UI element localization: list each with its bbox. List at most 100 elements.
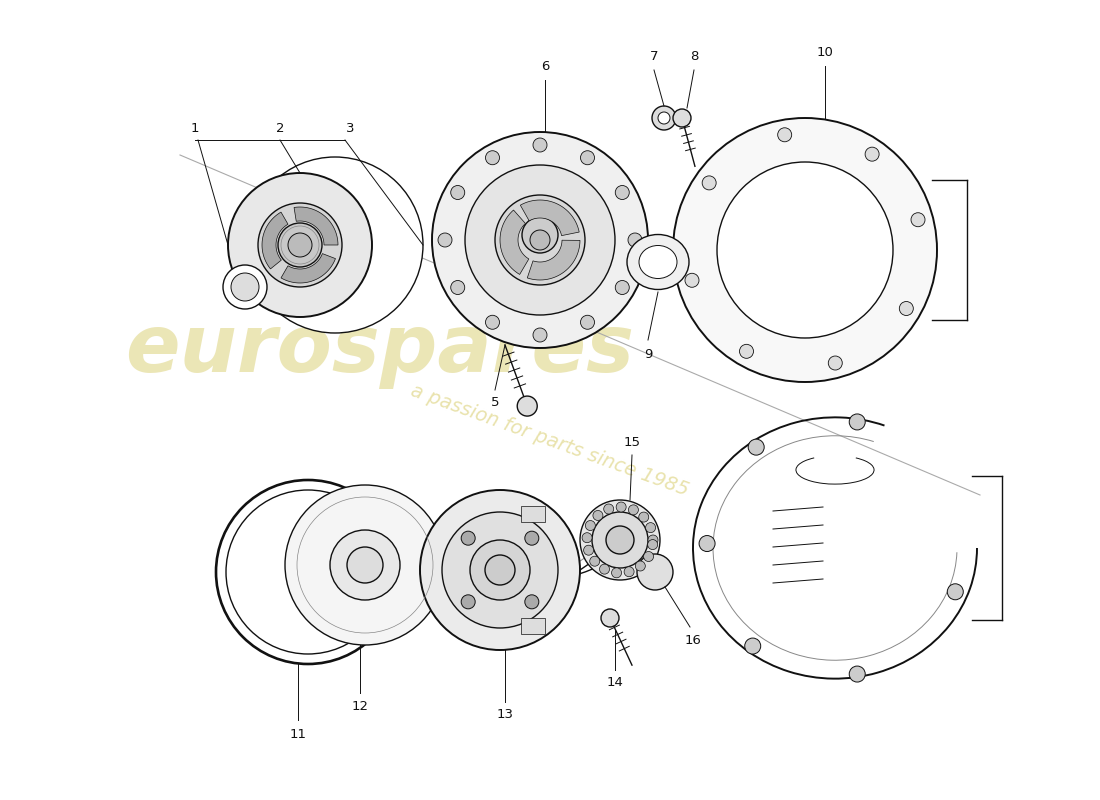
Circle shape bbox=[828, 356, 843, 370]
Circle shape bbox=[778, 128, 792, 142]
Circle shape bbox=[636, 561, 646, 571]
Circle shape bbox=[470, 540, 530, 600]
Circle shape bbox=[581, 150, 594, 165]
Text: 8: 8 bbox=[690, 50, 698, 62]
Circle shape bbox=[658, 112, 670, 124]
Text: 1: 1 bbox=[190, 122, 199, 134]
Circle shape bbox=[748, 439, 764, 455]
Circle shape bbox=[584, 545, 594, 555]
Circle shape bbox=[652, 106, 676, 130]
Circle shape bbox=[947, 584, 964, 600]
Circle shape bbox=[745, 638, 761, 654]
Circle shape bbox=[330, 530, 400, 600]
Circle shape bbox=[216, 480, 400, 664]
Circle shape bbox=[438, 233, 452, 247]
Ellipse shape bbox=[627, 234, 689, 290]
Circle shape bbox=[592, 512, 648, 568]
Circle shape bbox=[432, 132, 648, 348]
Text: a passion for parts since 1985: a passion for parts since 1985 bbox=[408, 381, 692, 499]
Polygon shape bbox=[520, 200, 580, 236]
FancyBboxPatch shape bbox=[520, 618, 544, 634]
Circle shape bbox=[612, 568, 621, 578]
Text: 15: 15 bbox=[624, 435, 640, 449]
Circle shape bbox=[465, 165, 615, 315]
Circle shape bbox=[346, 547, 383, 583]
Text: 9: 9 bbox=[644, 347, 652, 361]
Circle shape bbox=[525, 595, 539, 609]
Circle shape bbox=[593, 510, 603, 521]
Circle shape bbox=[639, 512, 649, 522]
Circle shape bbox=[702, 176, 716, 190]
Circle shape bbox=[628, 505, 638, 515]
Circle shape bbox=[628, 233, 642, 247]
Circle shape bbox=[590, 556, 600, 566]
Text: 2: 2 bbox=[276, 122, 284, 134]
Text: 13: 13 bbox=[496, 709, 514, 722]
Text: 7: 7 bbox=[650, 50, 658, 62]
Circle shape bbox=[530, 230, 550, 250]
Polygon shape bbox=[280, 254, 336, 283]
Circle shape bbox=[461, 595, 475, 609]
Circle shape bbox=[228, 173, 372, 317]
Circle shape bbox=[673, 118, 937, 382]
Text: 6: 6 bbox=[541, 61, 549, 74]
Circle shape bbox=[865, 147, 879, 161]
Circle shape bbox=[739, 344, 754, 358]
Circle shape bbox=[534, 328, 547, 342]
Circle shape bbox=[420, 490, 580, 650]
Text: eurospares: eurospares bbox=[125, 311, 635, 389]
Polygon shape bbox=[294, 207, 338, 245]
Circle shape bbox=[226, 490, 390, 654]
Circle shape bbox=[849, 414, 866, 430]
Circle shape bbox=[580, 500, 660, 580]
Circle shape bbox=[646, 522, 656, 533]
Ellipse shape bbox=[639, 246, 676, 278]
Circle shape bbox=[442, 512, 558, 628]
Circle shape bbox=[606, 526, 634, 554]
Circle shape bbox=[581, 315, 594, 330]
Circle shape bbox=[600, 564, 609, 574]
Text: 12: 12 bbox=[352, 701, 368, 714]
Circle shape bbox=[637, 554, 673, 590]
Circle shape bbox=[601, 609, 619, 627]
Circle shape bbox=[849, 666, 866, 682]
Circle shape bbox=[644, 551, 653, 562]
Circle shape bbox=[451, 281, 464, 294]
Text: 5: 5 bbox=[491, 397, 499, 410]
Circle shape bbox=[911, 213, 925, 226]
Circle shape bbox=[685, 274, 698, 287]
Circle shape bbox=[485, 315, 499, 330]
Circle shape bbox=[223, 265, 267, 309]
Polygon shape bbox=[500, 210, 529, 274]
Circle shape bbox=[717, 162, 893, 338]
Circle shape bbox=[258, 203, 342, 287]
Text: 10: 10 bbox=[816, 46, 834, 59]
Circle shape bbox=[461, 531, 475, 545]
Circle shape bbox=[485, 555, 515, 585]
Circle shape bbox=[485, 150, 499, 165]
Circle shape bbox=[278, 223, 322, 267]
Text: 11: 11 bbox=[289, 727, 307, 741]
Circle shape bbox=[585, 521, 595, 530]
Circle shape bbox=[517, 396, 537, 416]
Circle shape bbox=[451, 186, 464, 199]
Circle shape bbox=[673, 109, 691, 127]
Circle shape bbox=[624, 566, 634, 577]
Circle shape bbox=[285, 485, 446, 645]
Circle shape bbox=[616, 502, 626, 512]
Circle shape bbox=[604, 504, 614, 514]
Circle shape bbox=[700, 535, 715, 551]
Circle shape bbox=[525, 531, 539, 545]
Circle shape bbox=[900, 302, 913, 315]
Text: 16: 16 bbox=[684, 634, 702, 646]
Circle shape bbox=[248, 157, 424, 333]
FancyBboxPatch shape bbox=[520, 506, 544, 522]
Text: 3: 3 bbox=[345, 122, 354, 134]
Circle shape bbox=[648, 535, 658, 545]
Circle shape bbox=[231, 273, 258, 301]
Polygon shape bbox=[262, 212, 288, 269]
Circle shape bbox=[288, 233, 312, 257]
Text: 14: 14 bbox=[606, 677, 624, 690]
Circle shape bbox=[582, 533, 592, 542]
Circle shape bbox=[534, 138, 547, 152]
